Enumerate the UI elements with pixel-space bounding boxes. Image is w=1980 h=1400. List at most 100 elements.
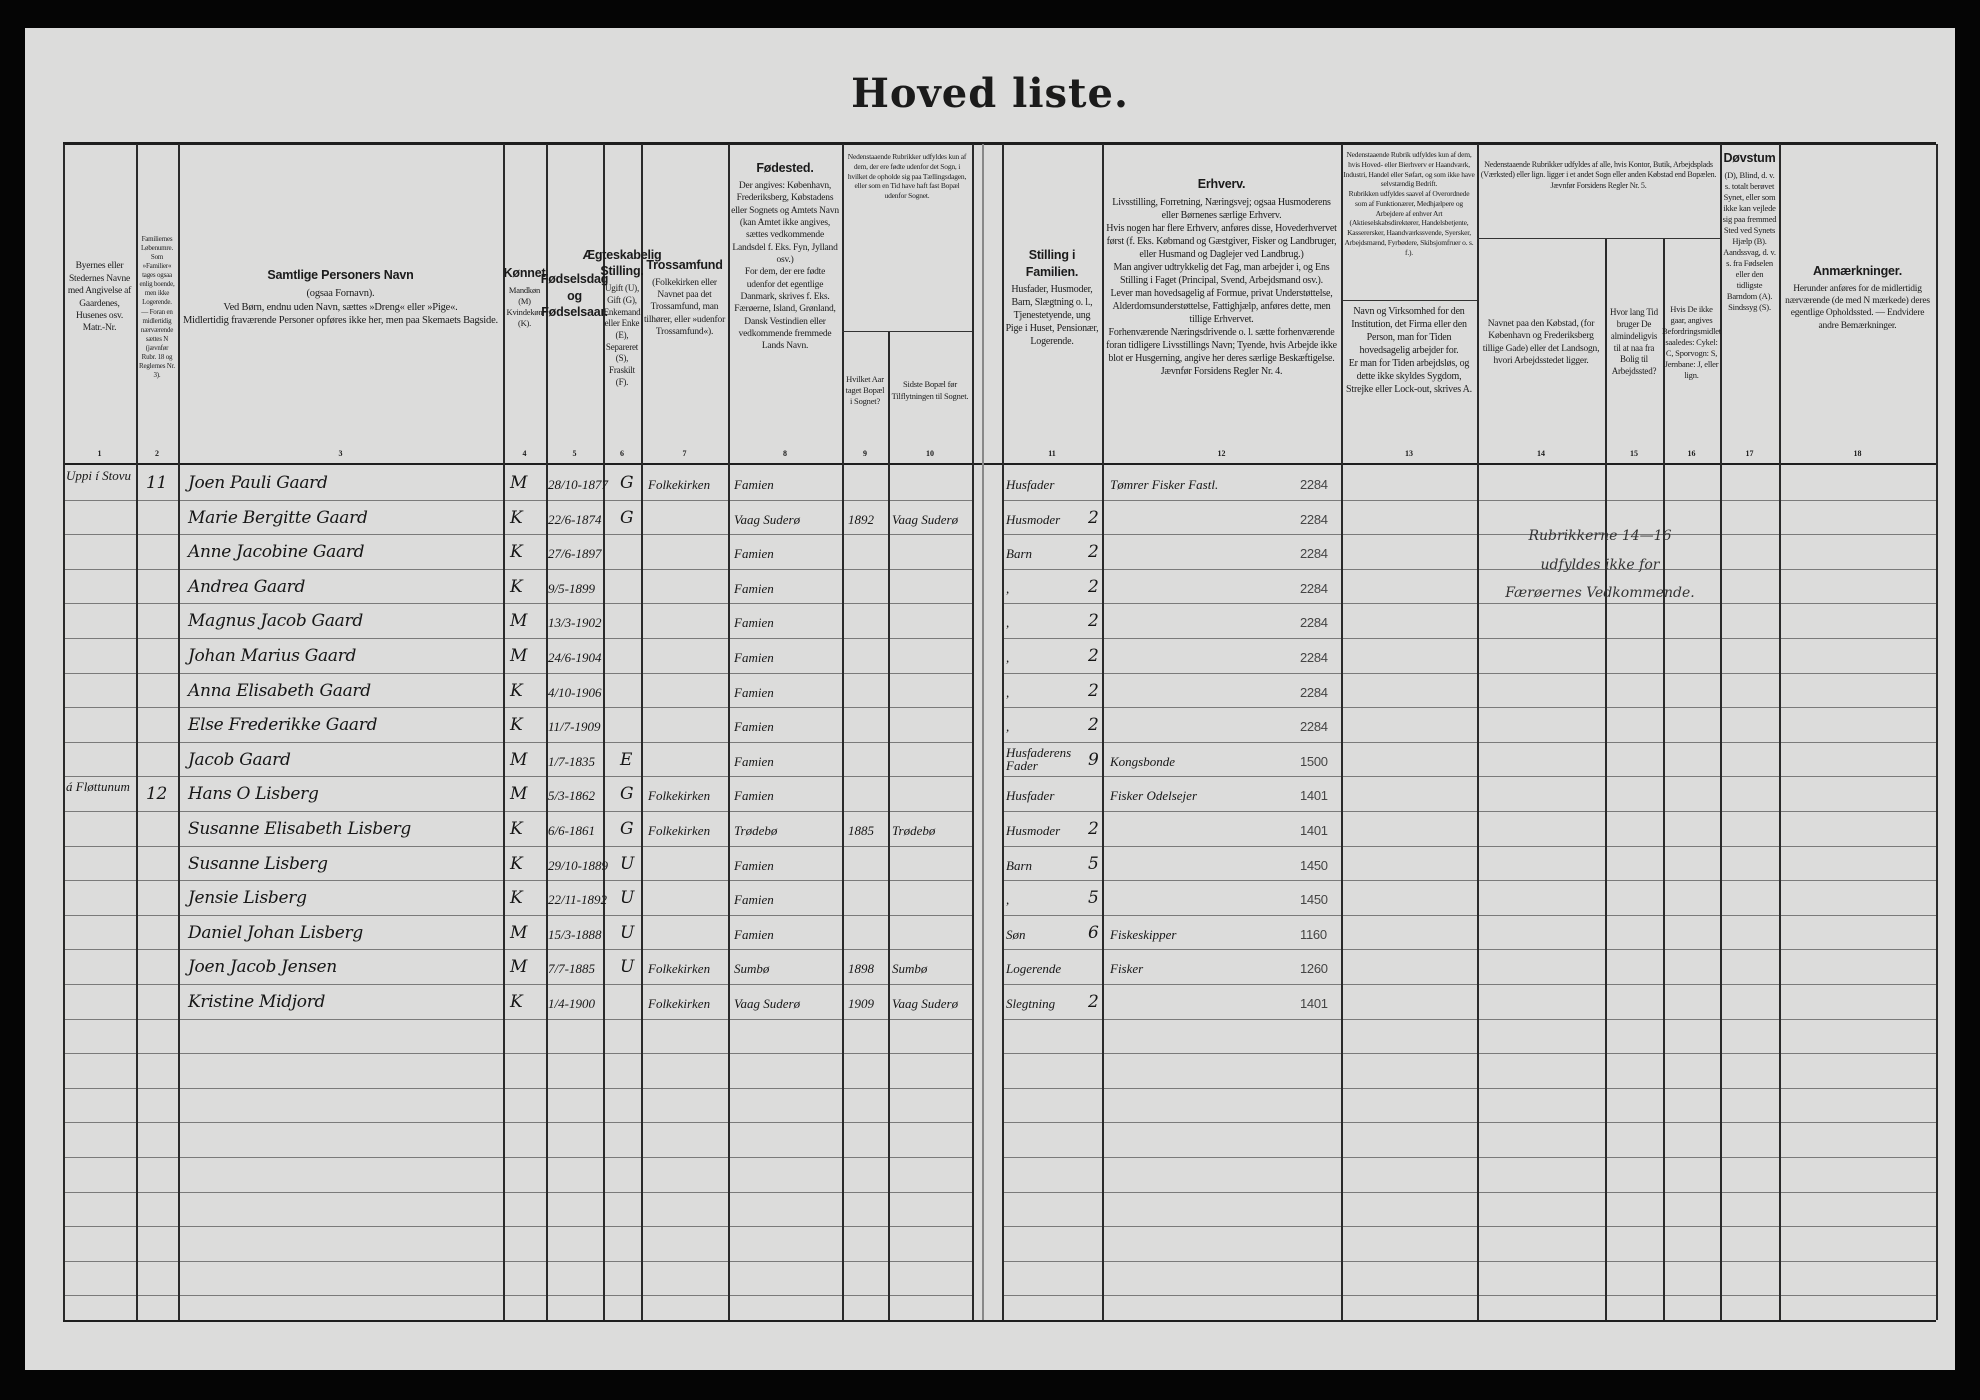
cell-name: Susanne Elisabeth Lisberg bbox=[188, 819, 411, 839]
row-line bbox=[63, 1226, 972, 1227]
cell-pos-code: 6 bbox=[1088, 922, 1099, 943]
column-description: Ugift (U), Gift (G), Enkemand eller Enke… bbox=[603, 283, 641, 387]
cell-marital: E bbox=[620, 749, 633, 770]
census-sheet bbox=[25, 28, 1955, 1370]
cell-sex: K bbox=[510, 888, 523, 909]
column-number: 9 bbox=[863, 449, 867, 458]
group-rule bbox=[1477, 238, 1720, 239]
row-line bbox=[63, 673, 972, 674]
row-line bbox=[63, 915, 972, 916]
cell-last: Trødebø bbox=[892, 823, 936, 838]
cell-sex: M bbox=[510, 957, 528, 978]
cell-religion: Folkekirken bbox=[648, 996, 711, 1011]
cell-birth: 28/10-1877 bbox=[548, 477, 608, 492]
column-number: 15 bbox=[1630, 449, 1638, 458]
column-number: 10 bbox=[926, 449, 934, 458]
row-line bbox=[63, 811, 972, 812]
cell-name: Daniel Johan Lisberg bbox=[188, 922, 363, 943]
row-line bbox=[1002, 1122, 1936, 1123]
cell-position: Slegtning bbox=[1006, 996, 1056, 1011]
row-line bbox=[1002, 569, 1936, 570]
column-number: 7 bbox=[682, 449, 687, 458]
note-line: Færøernes Vedkommende. bbox=[1505, 585, 1695, 602]
page-title: Hoved liste. bbox=[851, 70, 1129, 117]
column-description: Familiernes Løbenumre. Som »Familier« ta… bbox=[139, 234, 175, 380]
cell-birth: 13/3-1902 bbox=[548, 615, 602, 631]
column-line bbox=[1477, 144, 1479, 1320]
cell-pos-code: 2 bbox=[1088, 611, 1099, 632]
cell-position: , bbox=[1006, 650, 1010, 665]
column-header-5: Fødselsdag og Fødselsaar. bbox=[541, 150, 609, 445]
cell-pos-code: 5 bbox=[1088, 888, 1099, 909]
column-header-7: Trossamfund (Folkekirken eller Navnet paa… bbox=[641, 150, 728, 445]
cell-sex: K bbox=[510, 542, 523, 563]
cell-position: , bbox=[1006, 615, 1010, 631]
cell-birthplace: Famien bbox=[734, 788, 774, 804]
cell-birthplace: Famien bbox=[734, 926, 774, 942]
cell-code: 1401 bbox=[1300, 996, 1328, 1011]
row-line bbox=[1002, 1261, 1936, 1262]
cell-name: Marie Bergitte Gaard bbox=[188, 507, 368, 528]
cell-position: Husfader bbox=[1006, 477, 1055, 492]
column-header-11: Stilling i Familien. Husfader, Husmoder, … bbox=[1002, 150, 1102, 445]
row-line bbox=[63, 1295, 972, 1296]
cell-place: Uppi í Stovu bbox=[66, 468, 131, 483]
row-line bbox=[1002, 603, 1936, 604]
row-line bbox=[63, 1053, 972, 1054]
cell-pos-code: 2 bbox=[1088, 715, 1099, 736]
cell-name: Susanne Lisberg bbox=[188, 853, 328, 874]
column-number: 11 bbox=[1048, 449, 1056, 458]
cell-position: , bbox=[1006, 892, 1010, 908]
column-description: Der angives: København, Frederiksberg, K… bbox=[731, 180, 839, 352]
cell-birthplace: Famien bbox=[734, 753, 774, 769]
cell-birthplace: Famien bbox=[734, 477, 774, 492]
column-title: Kønnet bbox=[503, 266, 546, 281]
cell-code: 1450 bbox=[1300, 892, 1328, 908]
cell-year: 1898 bbox=[848, 961, 874, 977]
cell-marital: G bbox=[620, 819, 634, 839]
cell-marital: U bbox=[620, 888, 635, 909]
group-rule bbox=[1341, 300, 1477, 301]
cell-last: Sumbø bbox=[892, 961, 928, 977]
column-header-2: Familiernes Løbenumre. Som »Familier« ta… bbox=[136, 170, 178, 445]
column-header-4: Kønnet Mandkøn (M) Kvindekøn (K). bbox=[503, 150, 546, 445]
column-title: Erhverv. bbox=[1197, 177, 1246, 191]
cell-marital: G bbox=[620, 473, 634, 493]
row-line bbox=[63, 707, 972, 708]
cell-name: Else Frederikke Gaard bbox=[188, 715, 378, 736]
cell-sex: K bbox=[510, 715, 523, 736]
cell-pos-code: 2 bbox=[1088, 576, 1099, 597]
cell-birth: 1/4-1900 bbox=[548, 996, 595, 1011]
cell-code: 1160 bbox=[1300, 926, 1327, 942]
row-line bbox=[63, 880, 972, 881]
row-line bbox=[63, 776, 972, 777]
cell-year: 1892 bbox=[848, 511, 874, 527]
cell-birth: 22/11-1892 bbox=[548, 892, 607, 908]
column-line bbox=[1936, 144, 1938, 1320]
column-number: 18 bbox=[1853, 449, 1862, 458]
row-line bbox=[1002, 1019, 1936, 1020]
row-line bbox=[1002, 776, 1936, 777]
column-header-13: Navn og Virksomhed for den Institution, … bbox=[1341, 305, 1477, 445]
column-header-16: Hvis De ikke gaar, angives Befordringsmi… bbox=[1662, 240, 1721, 445]
cell-birthplace: Famien bbox=[734, 580, 774, 596]
cell-position: Husmoder bbox=[1006, 511, 1061, 527]
cell-name: Kristine Midjord bbox=[188, 992, 326, 1012]
cell-sex: M bbox=[510, 784, 528, 805]
column-line bbox=[178, 144, 180, 1320]
cell-religion: Folkekirken bbox=[648, 477, 711, 492]
cell-position: Barn bbox=[1006, 857, 1032, 873]
cell-code: 2284 bbox=[1300, 684, 1328, 700]
row-line bbox=[1002, 984, 1936, 985]
note-line: udfyldes ikke for bbox=[1540, 556, 1660, 573]
cell-sex: M bbox=[510, 646, 528, 666]
cell-position: , bbox=[1006, 684, 1010, 700]
column-title: Stilling i Familien. bbox=[1025, 247, 1079, 279]
column-title: Anmærkninger. bbox=[1812, 263, 1903, 278]
column-header-17: Døvstum (D), Blind, d. v. s. totalt berøv… bbox=[1720, 150, 1779, 445]
row-line bbox=[1002, 500, 1936, 501]
cell-birth: 7/7-1885 bbox=[548, 961, 595, 977]
column-title: Samtlige Personers Navn bbox=[267, 268, 414, 283]
column-note: Rubrikkerne 14—16 udfyldes ikke for Færø… bbox=[1482, 522, 1718, 608]
cell-occupation: Fiskeskipper bbox=[1110, 926, 1177, 942]
